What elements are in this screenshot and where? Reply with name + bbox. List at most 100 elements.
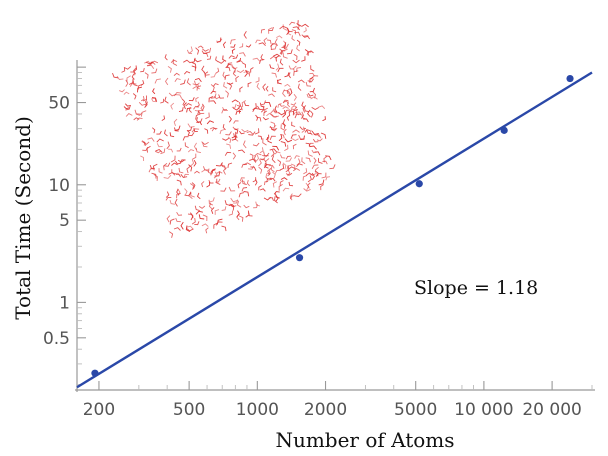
- water-molecule: [163, 129, 168, 137]
- water-molecule: [224, 151, 232, 156]
- water-molecule: [232, 126, 239, 131]
- water-molecule: [303, 118, 309, 123]
- water-molecule: [246, 130, 254, 135]
- water-molecule: [135, 112, 143, 116]
- water-molecule: [227, 162, 233, 168]
- water-molecule: [278, 112, 286, 116]
- water-molecule: [241, 128, 249, 133]
- water-molecule: [268, 27, 273, 34]
- water-molecule: [242, 62, 246, 68]
- water-molecule: [173, 118, 178, 127]
- water-molecule: [236, 69, 245, 74]
- water-molecule: [267, 167, 272, 176]
- water-molecule: [156, 143, 163, 148]
- data-point: [91, 369, 99, 377]
- water-molecule: [186, 227, 194, 232]
- water-molecule: [142, 95, 148, 102]
- water-molecule: [155, 148, 163, 153]
- water-molecule: [322, 160, 328, 165]
- water-molecule: [253, 155, 257, 162]
- water-molecule: [227, 136, 232, 144]
- x-tick-label: 20 000: [522, 400, 581, 420]
- water-molecule: [222, 41, 227, 49]
- water-molecule: [228, 186, 236, 192]
- water-molecule: [290, 106, 297, 111]
- water-molecule: [210, 207, 215, 214]
- water-molecule: [191, 128, 200, 133]
- water-molecule: [304, 49, 309, 56]
- water-molecule: [306, 93, 312, 98]
- y-axis-title: Total Time (Second): [11, 116, 35, 320]
- water-molecule: [280, 124, 285, 131]
- water-molecule: [195, 147, 201, 154]
- water-molecule: [290, 102, 297, 106]
- water-molecule: [270, 149, 275, 157]
- water-molecule: [125, 105, 131, 111]
- water-molecule: [294, 193, 302, 197]
- water-molecule: [311, 149, 317, 154]
- water-molecule: [181, 98, 186, 106]
- water-molecule: [235, 110, 242, 115]
- water-molecule: [204, 128, 209, 134]
- water-molecule: [257, 135, 263, 140]
- water-molecule: [193, 159, 197, 167]
- water-molecule: [282, 99, 289, 104]
- water-molecule: [185, 225, 191, 232]
- water-molecule: [272, 87, 277, 93]
- water-molecule: [201, 181, 205, 188]
- water-molecule: [315, 173, 322, 177]
- water-molecule: [305, 81, 312, 87]
- water-molecule: [222, 55, 227, 62]
- water-molecule: [244, 69, 248, 77]
- water-molecule: [275, 55, 280, 62]
- water-molecule: [287, 30, 292, 36]
- plot-area: [76, 71, 593, 389]
- water-molecule: [210, 169, 216, 176]
- water-molecule: [215, 221, 223, 226]
- water-molecule: [232, 66, 236, 73]
- water-molecule: [183, 102, 187, 110]
- water-molecule: [146, 64, 155, 70]
- water-molecule: [205, 112, 210, 120]
- water-molecule: [239, 177, 245, 182]
- water-molecule: [307, 50, 314, 54]
- water-molecule: [220, 187, 227, 192]
- water-molecule: [245, 70, 251, 77]
- water-molecule: [248, 131, 256, 136]
- water-molecule: [314, 170, 319, 177]
- water-molecule: [137, 86, 143, 93]
- water-molecule: [171, 162, 178, 166]
- water-molecule: [196, 85, 202, 91]
- water-molecule: [166, 215, 171, 223]
- water-molecule: [254, 179, 258, 186]
- water-molecule: [177, 159, 185, 163]
- water-molecule: [284, 83, 291, 88]
- water-molecule: [168, 148, 174, 153]
- water-molecule: [213, 83, 219, 87]
- water-molecule: [296, 39, 301, 46]
- water-molecule: [284, 72, 290, 78]
- water-molecule: [131, 73, 135, 80]
- water-molecule: [253, 203, 258, 209]
- water-molecule: [141, 140, 146, 146]
- water-molecule: [187, 126, 193, 132]
- water-molecule: [237, 182, 242, 189]
- water-molecule: [206, 55, 212, 60]
- water-molecule: [144, 99, 149, 106]
- water-molecule: [313, 133, 320, 138]
- water-molecule: [259, 157, 266, 161]
- water-molecule: [191, 182, 196, 189]
- water-molecule: [195, 113, 201, 120]
- water-molecule: [188, 132, 195, 137]
- water-molecule: [222, 71, 226, 79]
- water-molecule: [198, 205, 206, 209]
- water-molecule: [247, 82, 252, 88]
- water-molecule: [266, 112, 273, 117]
- water-molecule: [192, 85, 200, 90]
- water-molecule: [307, 109, 311, 118]
- water-molecule: [142, 146, 149, 151]
- water-molecule: [250, 67, 254, 73]
- water-molecule: [169, 218, 175, 225]
- water-molecule: [125, 113, 133, 117]
- data-point: [500, 126, 508, 134]
